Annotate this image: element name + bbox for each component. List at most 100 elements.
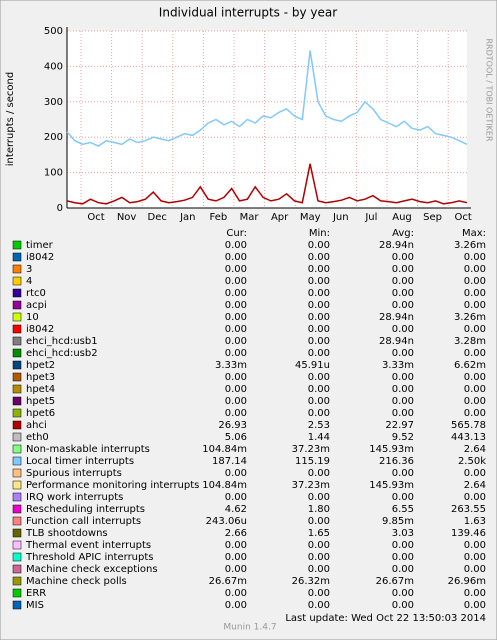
- legend-label: timer: [26, 240, 54, 251]
- legend-stat: 5.06: [225, 432, 247, 443]
- legend-stat: 0.00: [392, 396, 414, 407]
- legend-stat: 0.00: [464, 564, 486, 575]
- legend-stat: 216.36: [379, 456, 414, 467]
- y-tick-label: 100: [44, 168, 63, 179]
- legend-stat: 0.00: [464, 396, 486, 407]
- legend-label: TLB shootdowns: [25, 528, 108, 539]
- legend-stat: 6.62m: [454, 360, 486, 371]
- legend-stat: 2.66: [225, 528, 247, 539]
- legend-stat: 26.96m: [448, 576, 486, 587]
- legend-stat: 0.00: [392, 348, 414, 359]
- legend-stat: 3.28m: [454, 336, 486, 347]
- legend-label: ahci: [26, 420, 47, 431]
- legend-label: Performance monitoring interrupts: [26, 480, 199, 491]
- legend-stat: 0.00: [308, 252, 330, 263]
- legend-stat: 0.00: [464, 264, 486, 275]
- legend-stat: 0.00: [464, 492, 486, 503]
- legend-stat: 6.55: [392, 504, 414, 515]
- legend-stat: 0.00: [392, 276, 414, 287]
- legend-stat: 0.00: [308, 348, 330, 359]
- column-header: Max:: [462, 228, 486, 239]
- x-tick-label: Feb: [210, 212, 228, 223]
- legend-stat: 565.78: [451, 420, 486, 431]
- legend-stat: 0.00: [464, 372, 486, 383]
- legend-stat: 0.00: [392, 300, 414, 311]
- legend-stat: 0.00: [308, 264, 330, 275]
- legend-label: MIS: [26, 600, 44, 611]
- legend-stat: 0.00: [464, 252, 486, 263]
- legend-stat: 115.19: [295, 456, 330, 467]
- legend-stat: 0.00: [392, 288, 414, 299]
- legend-label: hpet5: [26, 396, 55, 407]
- legend-swatch: [12, 408, 22, 418]
- y-tick-label: 400: [44, 61, 63, 72]
- legend-stat: 0.00: [308, 600, 330, 611]
- chart-title: Individual interrupts - by year: [159, 6, 337, 20]
- legend-stat: 0.00: [464, 384, 486, 395]
- legend-stat: 37.23m: [292, 444, 330, 455]
- y-axis-label: interrupts / second: [5, 72, 16, 166]
- legend-swatch: [12, 468, 22, 478]
- legend-stat: 104.84m: [202, 444, 247, 455]
- legend-stat: 0.00: [308, 336, 330, 347]
- legend-stat: 1.44: [308, 432, 330, 443]
- legend-swatch: [12, 564, 22, 574]
- legend-swatch: [12, 480, 22, 490]
- legend-stat: 26.67m: [209, 576, 247, 587]
- legend-stat: 0.00: [308, 240, 330, 251]
- legend-label: 4: [26, 276, 32, 287]
- legend-stat: 0.00: [392, 600, 414, 611]
- y-tick-label: 0: [57, 203, 63, 214]
- legend-stat: 0.00: [392, 264, 414, 275]
- legend-stat: 0.00: [308, 372, 330, 383]
- legend-label: 10: [26, 312, 39, 323]
- legend-stat: 0.00: [392, 372, 414, 383]
- legend-stat: 0.00: [225, 312, 247, 323]
- legend-stat: 0.00: [392, 252, 414, 263]
- footer: Munin 1.4.7: [223, 623, 276, 633]
- legend-stat: 0.00: [392, 540, 414, 551]
- legend-stat: 0.00: [308, 312, 330, 323]
- legend-stat: 145.93m: [369, 480, 414, 491]
- legend-stat: 28.94n: [379, 312, 414, 323]
- legend-stat: 0.00: [308, 552, 330, 563]
- legend-stat: 28.94n: [379, 336, 414, 347]
- plot-area: [67, 31, 467, 208]
- legend-swatch: [12, 312, 22, 322]
- legend-stat: 0.00: [225, 384, 247, 395]
- legend-label: rtc0: [26, 288, 46, 299]
- x-tick-label: Jun: [332, 212, 349, 223]
- legend-label: i8042: [26, 324, 54, 335]
- y-tick-label: 200: [44, 132, 63, 143]
- legend-stat: 0.00: [225, 588, 247, 599]
- legend-label: IRQ work interrupts: [26, 492, 123, 503]
- legend-swatch: [12, 432, 22, 442]
- legend-label: 3: [26, 264, 32, 275]
- legend-stat: 0.00: [308, 384, 330, 395]
- column-header: Avg:: [392, 228, 414, 239]
- legend-swatch: [12, 324, 22, 334]
- legend-stat: 2.50k: [458, 456, 486, 467]
- legend-stat: 0.00: [225, 552, 247, 563]
- legend-stat: 0.00: [225, 264, 247, 275]
- legend-stat: 0.00: [308, 300, 330, 311]
- legend-stat: 443.13: [451, 432, 486, 443]
- legend-stat: 104.84m: [202, 480, 247, 491]
- legend-stat: 0.00: [225, 468, 247, 479]
- legend-stat: 0.00: [464, 324, 486, 335]
- legend-stat: 0.00: [392, 408, 414, 419]
- legend-label: Non-maskable interrupts: [26, 444, 150, 455]
- legend-stat: 22.97: [385, 420, 414, 431]
- legend-stat: 3.33m: [215, 360, 247, 371]
- legend-label: ERR: [26, 588, 46, 599]
- legend-swatch: [12, 420, 22, 430]
- legend-stat: 145.93m: [369, 444, 414, 455]
- legend-stat: 187.14: [212, 456, 247, 467]
- legend-stat: 0.00: [225, 396, 247, 407]
- legend-stat: 0.00: [225, 276, 247, 287]
- legend-swatch: [12, 264, 22, 274]
- legend-stat: 243.06u: [206, 516, 247, 527]
- legend-stat: 1.63: [464, 516, 486, 527]
- legend-stat: 1.80: [308, 504, 330, 515]
- legend-stat: 45.91u: [295, 360, 330, 371]
